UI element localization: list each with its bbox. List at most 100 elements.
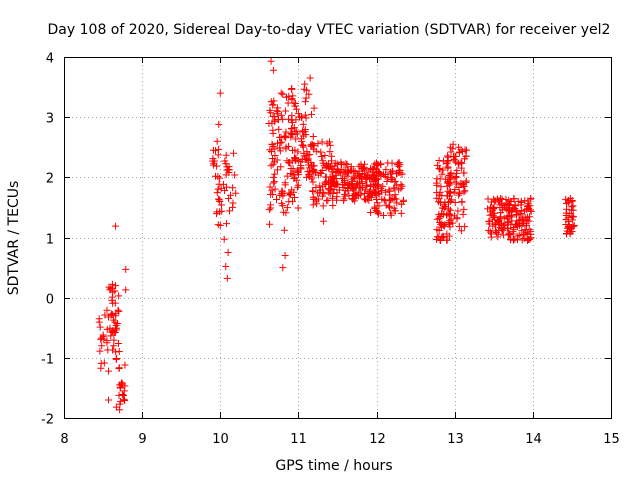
data-point (377, 161, 385, 169)
data-point (270, 178, 278, 186)
x-tick-label: 9 (138, 432, 146, 447)
data-point (517, 210, 525, 218)
data-point (326, 141, 334, 149)
data-point (302, 94, 310, 102)
data-point (459, 147, 467, 155)
y-tick-label: 0 (46, 293, 54, 308)
data-point (460, 169, 468, 177)
data-point (286, 159, 294, 167)
data-point (353, 180, 361, 188)
data-point (381, 172, 389, 180)
data-point (459, 181, 467, 189)
data-point (273, 166, 281, 174)
data-point (381, 197, 389, 205)
data-point (328, 152, 336, 160)
data-point (349, 186, 357, 194)
data-point (281, 252, 289, 260)
data-point (231, 171, 239, 179)
data-point (227, 191, 235, 199)
data-point (317, 148, 325, 156)
data-point (120, 395, 128, 403)
data-point (220, 235, 228, 243)
data-point (291, 193, 299, 201)
data-point (351, 190, 359, 198)
data-point (438, 170, 446, 178)
data-point (441, 203, 449, 211)
data-point (443, 236, 451, 244)
data-point (447, 148, 455, 156)
data-point (277, 111, 285, 119)
data-point (97, 364, 105, 372)
data-point (319, 217, 327, 225)
data-point (297, 162, 305, 170)
chart-title: Day 108 of 2020, Sidereal Day-to-day VTE… (48, 22, 611, 38)
data-point (395, 159, 403, 167)
data-point (360, 190, 368, 198)
data-point (279, 90, 287, 98)
data-point (229, 199, 237, 207)
data-point (497, 199, 505, 207)
data-point (308, 140, 316, 148)
data-point (390, 204, 398, 212)
data-point (441, 220, 449, 228)
data-point (276, 139, 284, 147)
data-point (437, 183, 445, 191)
data-point (301, 80, 309, 88)
data-point (485, 217, 493, 225)
data-point (281, 179, 289, 187)
data-point (293, 183, 301, 191)
data-point (283, 204, 291, 212)
data-point (294, 204, 302, 212)
data-point (220, 180, 228, 188)
data-point (122, 265, 130, 273)
data-point (95, 315, 103, 323)
data-point (570, 221, 578, 229)
y-tick-label: 3 (46, 112, 54, 127)
data-point (375, 202, 383, 210)
data-point (343, 172, 351, 180)
data-point (287, 190, 295, 198)
data-point (342, 160, 350, 168)
data-point (507, 197, 515, 205)
data-point (266, 146, 274, 154)
data-point (273, 107, 281, 115)
data-point (520, 207, 528, 215)
data-point (284, 99, 292, 107)
data-point (341, 192, 349, 200)
data-point (111, 328, 119, 336)
data-point (276, 191, 284, 199)
data-point (292, 154, 300, 162)
data-point (272, 196, 280, 204)
data-point (368, 172, 376, 180)
data-point (96, 323, 104, 331)
data-point (306, 151, 314, 159)
data-point (279, 264, 287, 272)
data-point (110, 342, 118, 350)
data-point (329, 201, 337, 209)
data-point (349, 195, 357, 203)
data-point (527, 194, 535, 202)
data-point (340, 197, 348, 205)
data-point (101, 311, 109, 319)
data-point (225, 207, 233, 215)
data-point (433, 189, 441, 197)
data-point (115, 292, 123, 300)
data-point (565, 223, 573, 231)
data-point (371, 203, 379, 211)
data-point (459, 210, 467, 218)
data-point (460, 205, 468, 213)
data-point (214, 185, 222, 193)
data-point (280, 132, 288, 140)
data-point (446, 223, 454, 231)
data-point (310, 104, 318, 112)
data-point (274, 108, 282, 116)
data-point (527, 234, 535, 242)
data-point (291, 146, 299, 154)
x-tick-labels: 8 9 10 11 12 13 14 15 (60, 432, 619, 447)
data-point (301, 111, 309, 119)
data-point (492, 229, 500, 237)
data-point (484, 195, 492, 203)
data-point (103, 325, 111, 333)
data-point (562, 209, 570, 217)
data-point (334, 160, 342, 168)
